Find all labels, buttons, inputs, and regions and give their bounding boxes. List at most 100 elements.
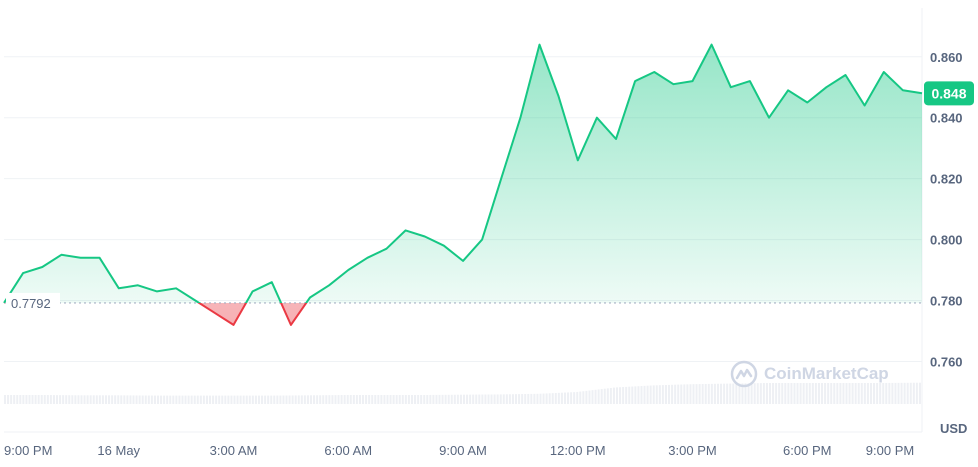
price-point[interactable] (653, 70, 656, 73)
price-point[interactable] (98, 256, 101, 259)
price-point[interactable] (691, 80, 694, 83)
volume-bar (92, 395, 95, 404)
volume-bar (827, 383, 830, 404)
volume-bar (885, 382, 888, 404)
price-point[interactable] (576, 159, 579, 162)
x-tick-label: 9:00 AM (439, 443, 487, 458)
price-point[interactable] (309, 296, 312, 299)
price-point[interactable] (232, 323, 235, 326)
volume-bar (612, 387, 615, 404)
price-point[interactable] (615, 138, 618, 141)
price-point[interactable] (60, 253, 63, 256)
volume-bar (270, 395, 273, 404)
price-point[interactable] (328, 284, 331, 287)
volume-bar (909, 382, 912, 404)
volume-bar (205, 395, 208, 404)
price-point[interactable] (481, 238, 484, 241)
price-point[interactable] (156, 290, 159, 293)
price-point[interactable] (921, 92, 924, 95)
volume-bar (257, 395, 260, 404)
price-point[interactable] (270, 281, 273, 284)
volume-bar (123, 395, 126, 404)
price-point[interactable] (634, 80, 637, 83)
price-point[interactable] (251, 290, 254, 293)
volume-bar (444, 394, 447, 404)
volume-bar (150, 395, 153, 404)
price-point[interactable] (748, 80, 751, 83)
price-point[interactable] (863, 104, 866, 107)
volume-bar (423, 395, 426, 404)
price-point[interactable] (806, 101, 809, 104)
price-point[interactable] (901, 89, 904, 92)
volume-bar (74, 395, 77, 404)
y-unit-label: USD (940, 421, 967, 436)
price-point[interactable] (787, 89, 790, 92)
price-point[interactable] (462, 259, 465, 262)
price-point[interactable] (404, 229, 407, 232)
volume-bar (251, 395, 254, 404)
volume-bar (762, 383, 765, 404)
price-point[interactable] (136, 284, 139, 287)
price-point[interactable] (22, 272, 25, 275)
price-point[interactable] (500, 177, 503, 180)
volume-bar (729, 383, 732, 404)
price-point[interactable] (213, 311, 216, 314)
volume-bar (873, 383, 876, 404)
y-tick-label: 0.840 (930, 111, 963, 126)
price-point[interactable] (366, 256, 369, 259)
price-point[interactable] (729, 86, 732, 89)
price-point[interactable] (672, 83, 675, 86)
price-point[interactable] (557, 95, 560, 98)
volume-bar (349, 395, 352, 404)
price-point[interactable] (423, 235, 426, 238)
volume-bar (175, 395, 178, 404)
price-point[interactable] (385, 247, 388, 250)
price-point[interactable] (595, 116, 598, 119)
volume-bar (172, 395, 175, 404)
volume-bar (160, 395, 163, 404)
volume-bar (120, 395, 123, 404)
volume-bar (374, 395, 377, 404)
volume-bar (906, 382, 909, 404)
area-fill-up (4, 44, 922, 303)
volume-bar (579, 391, 582, 404)
price-point[interactable] (347, 269, 350, 272)
price-point[interactable] (442, 244, 445, 247)
price-point[interactable] (79, 256, 82, 259)
volume-bar (524, 394, 527, 404)
volume-bar (86, 395, 89, 404)
price-point[interactable] (175, 287, 178, 290)
price-point[interactable] (117, 287, 120, 290)
volume-bar (796, 383, 799, 404)
price-point[interactable] (3, 301, 6, 304)
price-point[interactable] (882, 70, 885, 73)
price-point[interactable] (289, 323, 292, 326)
volume-bar (111, 395, 114, 404)
volume-bar (273, 395, 276, 404)
volume-bar (138, 395, 141, 404)
volume-bar (658, 385, 661, 404)
price-point[interactable] (844, 74, 847, 77)
price-point[interactable] (825, 86, 828, 89)
volume-bar (371, 395, 374, 404)
price-point[interactable] (519, 116, 522, 119)
volume-bar (450, 394, 453, 404)
volume-bar (854, 383, 857, 404)
volume-bar (545, 393, 548, 404)
volume-bar (915, 382, 918, 404)
price-point[interactable] (538, 43, 541, 46)
volume-bar (310, 395, 312, 404)
volume-bar (674, 384, 677, 404)
price-point[interactable] (768, 116, 771, 119)
volume-bar (56, 395, 59, 404)
price-point[interactable] (194, 299, 197, 302)
volume-bar (720, 383, 723, 404)
volume-bar (144, 395, 147, 404)
volume-bar (817, 383, 820, 404)
price-point[interactable] (710, 43, 713, 46)
price-point[interactable] (41, 265, 44, 268)
volume-bar (664, 384, 667, 404)
volume-bar (95, 395, 98, 404)
volume-bar (383, 395, 386, 404)
